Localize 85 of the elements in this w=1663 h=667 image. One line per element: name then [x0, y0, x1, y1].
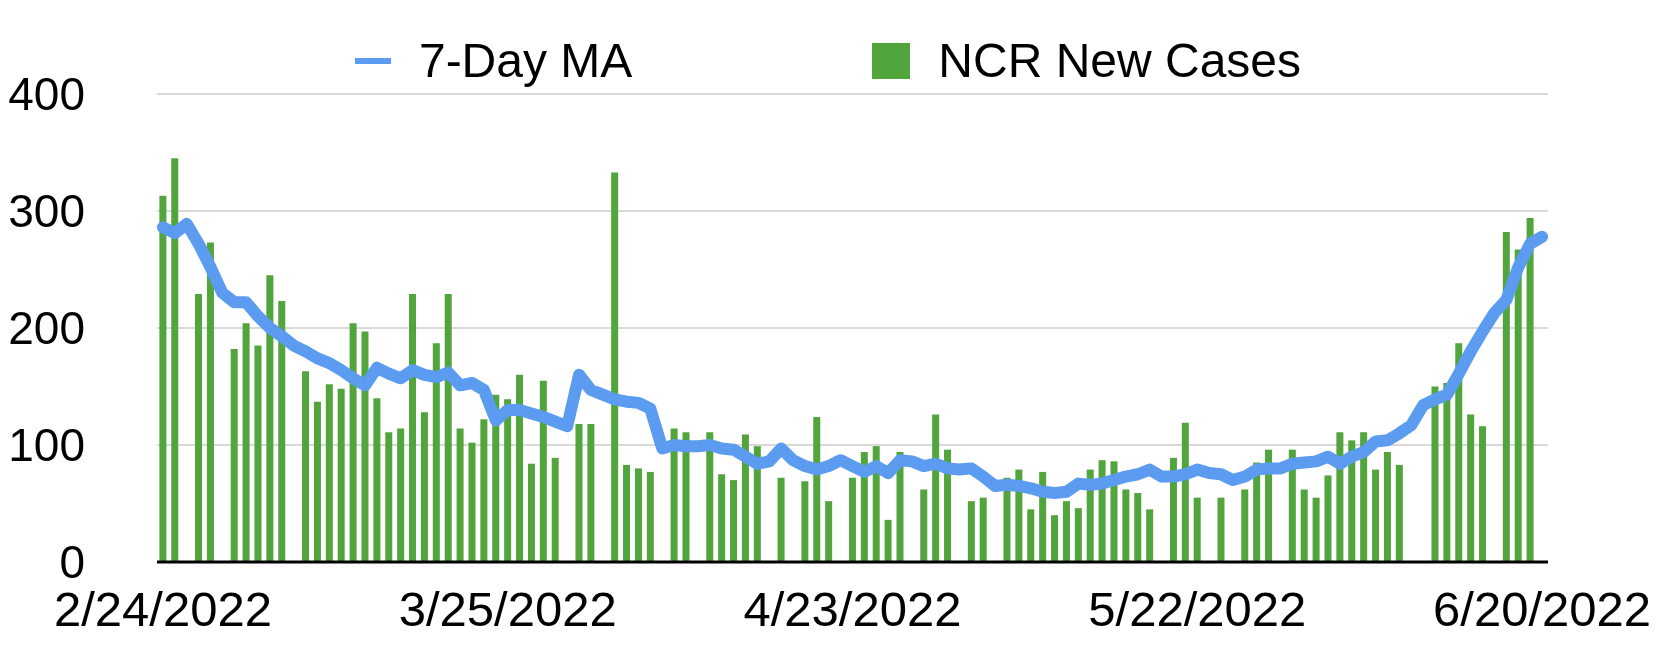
legend-label: NCR New Cases — [938, 34, 1302, 88]
bar — [313, 401, 321, 562]
bar — [611, 172, 619, 562]
x-tick-label: 6/20/2022 — [1433, 581, 1652, 636]
bar — [1134, 492, 1142, 562]
bar — [884, 519, 892, 562]
bar — [979, 497, 987, 562]
bar — [504, 399, 512, 562]
bar — [1181, 422, 1189, 562]
bar — [623, 464, 631, 562]
y-tick-label: 200 — [8, 302, 85, 355]
bar — [266, 275, 274, 562]
bar — [1372, 469, 1380, 562]
bar — [1526, 218, 1534, 562]
bar — [361, 331, 369, 562]
bar — [527, 463, 535, 562]
bar — [1467, 414, 1475, 562]
bar — [444, 294, 452, 562]
bar — [468, 442, 476, 562]
bar — [206, 242, 214, 562]
bar — [1479, 426, 1487, 562]
bar — [1146, 509, 1154, 562]
bar — [551, 457, 559, 562]
x-tick-label: 5/22/2022 — [1088, 581, 1307, 636]
bar — [1027, 509, 1035, 562]
bar — [420, 412, 428, 562]
bar — [646, 471, 654, 562]
legend-label: 7-Day MA — [418, 34, 633, 88]
bar — [1051, 515, 1059, 562]
x-tick-label: 4/23/2022 — [743, 581, 962, 636]
bar — [230, 349, 238, 562]
bar — [1395, 464, 1403, 562]
bar — [1193, 497, 1201, 562]
bar — [397, 428, 405, 562]
bar — [848, 477, 856, 562]
bar — [730, 480, 738, 562]
bar — [777, 477, 785, 562]
x-tick-label: 3/25/2022 — [398, 581, 617, 636]
bar — [1502, 232, 1510, 562]
bar — [634, 468, 642, 562]
bar — [516, 374, 524, 562]
bar — [1062, 501, 1070, 562]
bar — [1514, 249, 1522, 562]
bar — [539, 380, 547, 562]
bar — [575, 423, 583, 562]
bar — [456, 428, 464, 562]
y-tick-label: 400 — [8, 68, 85, 121]
bar — [1217, 497, 1225, 562]
bar — [1324, 475, 1332, 562]
bar — [920, 489, 928, 562]
bar — [587, 423, 595, 562]
bar — [432, 343, 440, 562]
bar — [1074, 508, 1082, 562]
bar — [195, 294, 203, 562]
bar — [1431, 386, 1439, 562]
bar — [254, 345, 262, 562]
bar — [349, 323, 357, 562]
bar — [932, 414, 940, 562]
bar — [325, 384, 333, 562]
bar — [718, 474, 726, 562]
bar — [278, 301, 286, 562]
bar — [480, 419, 488, 562]
bar — [302, 371, 310, 562]
y-tick-label: 300 — [8, 185, 85, 238]
bar — [706, 432, 714, 562]
bar — [385, 432, 393, 562]
bar — [825, 501, 833, 562]
bar — [159, 195, 167, 562]
bar — [171, 158, 179, 562]
bar — [1443, 382, 1451, 562]
bar — [1383, 452, 1391, 562]
bar — [670, 428, 678, 562]
bar — [1300, 489, 1308, 562]
bar — [813, 416, 821, 562]
bar — [682, 432, 690, 562]
bar — [373, 398, 381, 562]
bar — [337, 388, 345, 562]
bar — [801, 481, 809, 562]
bar — [1241, 489, 1249, 562]
bar — [409, 294, 417, 562]
bar — [242, 323, 250, 562]
bar — [1312, 497, 1320, 562]
y-tick-label: 100 — [8, 419, 85, 472]
bar — [967, 501, 975, 562]
bar — [1122, 489, 1130, 562]
